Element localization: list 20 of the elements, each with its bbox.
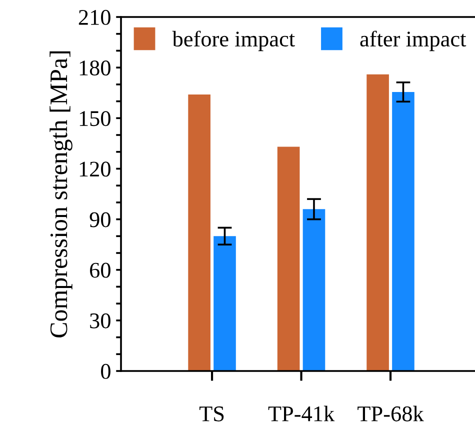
- bar: [302, 209, 326, 371]
- y-axis-title: Compression strength [MPa]: [50, 51, 72, 338]
- y-tick-label: 210: [78, 10, 110, 25]
- y-tick-label: 30: [90, 313, 110, 328]
- y-tick-label: 150: [80, 111, 110, 126]
- bar: [366, 74, 389, 371]
- y-tick-label: 120: [80, 162, 110, 177]
- bar: [392, 92, 414, 371]
- x-tick-label: TP-68k: [358, 406, 424, 422]
- x-tick-label: TP-41k: [268, 406, 335, 422]
- y-tick-label: 60: [90, 262, 110, 278]
- legend-label: before impact: [172, 30, 295, 52]
- x-tick-label: TS: [199, 406, 224, 422]
- bar: [277, 146, 300, 371]
- y-tick-label: 90: [90, 212, 110, 228]
- bar: [214, 236, 236, 371]
- legend-label: after impact: [360, 30, 466, 52]
- y-tick-label: 180: [80, 60, 110, 76]
- y-tick-label: 0: [101, 364, 110, 379]
- bar: [188, 94, 210, 371]
